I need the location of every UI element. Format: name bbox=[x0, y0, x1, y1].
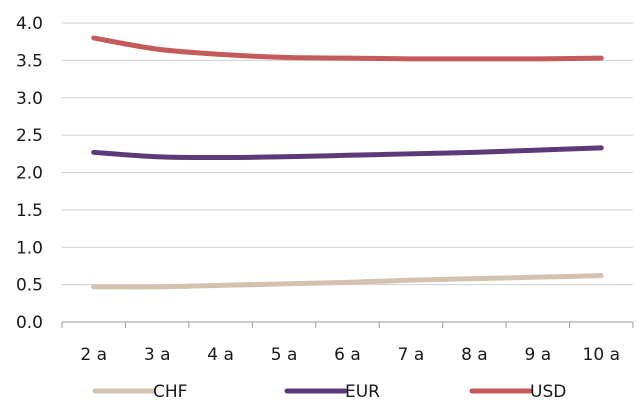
y-tick-label: 4.0 bbox=[16, 14, 43, 34]
x-tick-label: 6 a bbox=[334, 345, 361, 365]
gridlines bbox=[62, 22, 633, 286]
x-tick-label: 9 a bbox=[525, 345, 552, 365]
y-tick-label: 1.0 bbox=[16, 238, 43, 258]
x-axis bbox=[61, 321, 634, 328]
x-tick-label: 4 a bbox=[207, 345, 234, 365]
legend-label-usd: USD bbox=[530, 382, 566, 402]
series-line-usd bbox=[91, 35, 604, 62]
y-tick-label: 3.5 bbox=[16, 51, 43, 71]
y-axis-tick-labels: 0.0 0.5 1.0 1.5 2.0 2.5 3.0 3.5 4.0 bbox=[16, 14, 43, 333]
x-tick-label: 10 a bbox=[583, 345, 620, 365]
y-tick-label: 0.5 bbox=[16, 276, 43, 296]
x-tick-label: 3 a bbox=[144, 345, 171, 365]
legend-label-eur: EUR bbox=[345, 382, 380, 402]
y-tick-label: 1.5 bbox=[16, 201, 43, 221]
y-tick-label: 0.0 bbox=[16, 313, 43, 333]
y-tick-label: 3.0 bbox=[16, 89, 43, 109]
x-tick-label: 8 a bbox=[461, 345, 488, 365]
series-line-chf bbox=[91, 273, 604, 290]
legend: CHF EUR USD bbox=[92, 382, 566, 402]
y-tick-label: 2.5 bbox=[16, 126, 43, 146]
x-axis-tick-labels: 2 a 3 a 4 a 5 a 6 a 7 a 8 a 9 a 10 a bbox=[80, 345, 620, 365]
x-tick-label: 5 a bbox=[271, 345, 298, 365]
series-line-eur bbox=[91, 145, 604, 161]
x-tick-label: 2 a bbox=[80, 345, 107, 365]
series-lines bbox=[91, 35, 604, 290]
y-tick-label: 2.0 bbox=[16, 164, 43, 184]
legend-label-chf: CHF bbox=[153, 382, 187, 402]
x-tick-label: 7 a bbox=[398, 345, 425, 365]
